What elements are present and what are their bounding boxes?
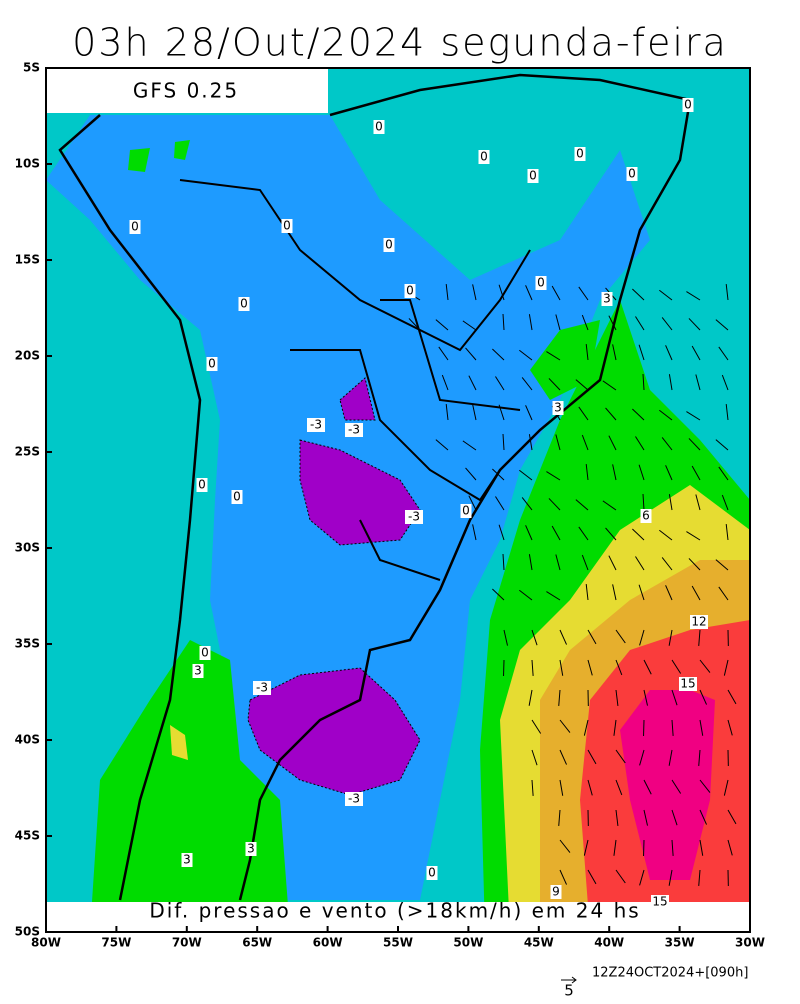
lon-tick-label: 60W — [313, 936, 343, 950]
caption: Dif. pressao e vento (>18km/h) em 24 hs — [149, 899, 640, 923]
contour-label: 9 — [552, 885, 560, 899]
contour-label: 15 — [652, 895, 667, 909]
contour-label: -3 — [310, 418, 322, 432]
lat-tick-label: 10S — [15, 157, 40, 171]
contour-label: 3 — [194, 664, 202, 678]
contour-label: 12 — [691, 615, 706, 629]
contour-label: 0 — [131, 220, 139, 234]
contour-label: 0 — [240, 297, 248, 311]
title: 03h 28/Out/2024 segunda-feira — [72, 21, 728, 65]
contour-label: 15 — [680, 677, 695, 691]
lon-tick-label: 65W — [242, 936, 272, 950]
contour-label: 0 — [283, 219, 291, 233]
contour-label: 0 — [480, 150, 488, 164]
contour-label: 0 — [428, 866, 436, 880]
contour-label: -3 — [348, 792, 360, 806]
lat-tick-label: 20S — [15, 349, 40, 363]
lon-tick-label: 55W — [383, 936, 413, 950]
contour-label: 0 — [684, 98, 692, 112]
lon-tick-label: 40W — [594, 936, 624, 950]
contour-label: 0 — [576, 147, 584, 161]
contour-label: 0 — [201, 646, 209, 660]
footer: 12Z24OCT2024+[090h] — [592, 966, 748, 981]
lat-tick-label: 35S — [15, 637, 40, 651]
contour-label: -3 — [256, 681, 268, 695]
lat-tick-label: 45S — [15, 829, 40, 843]
lat-tick-label: 25S — [15, 445, 40, 459]
contour-label: 3 — [247, 842, 255, 856]
contour-label: 0 — [529, 169, 537, 183]
fields — [46, 68, 750, 932]
contour-label: 0 — [406, 284, 414, 298]
lat-tick-label: 30S — [15, 541, 40, 555]
lon-tick-label: 35W — [665, 936, 695, 950]
contour-label: 0 — [208, 357, 216, 371]
lon-tick-label: 45W — [524, 936, 554, 950]
contour-label: 0 — [198, 478, 206, 492]
lon-tick-label: 30W — [735, 936, 765, 950]
lon-tick-label: 80W — [31, 936, 61, 950]
contour-label: 0 — [537, 276, 545, 290]
contour-label: -3 — [348, 423, 360, 437]
vector-scale: 5 — [564, 982, 574, 1000]
contour-label: 3 — [554, 401, 562, 415]
contour-label: 3 — [603, 292, 611, 306]
lon-tick-label: 75W — [101, 936, 131, 950]
contour-label: -3 — [408, 510, 420, 524]
lat-tick-label: 15S — [15, 253, 40, 267]
lat-tick-label: 5S — [23, 61, 40, 75]
contour-label: 3 — [183, 853, 191, 867]
lon-tick-label: 70W — [172, 936, 202, 950]
contour-label: 0 — [462, 504, 470, 518]
contour-label: 0 — [233, 490, 241, 504]
lon-tick-label: 50W — [453, 936, 483, 950]
contour-label: 6 — [642, 509, 650, 523]
contour-label: 0 — [628, 167, 636, 181]
contour-label: 0 — [375, 120, 383, 134]
model-label: GFS 0.25 — [133, 79, 239, 103]
contour-label: 0 — [385, 238, 393, 252]
lat-tick-label: 40S — [15, 733, 40, 747]
